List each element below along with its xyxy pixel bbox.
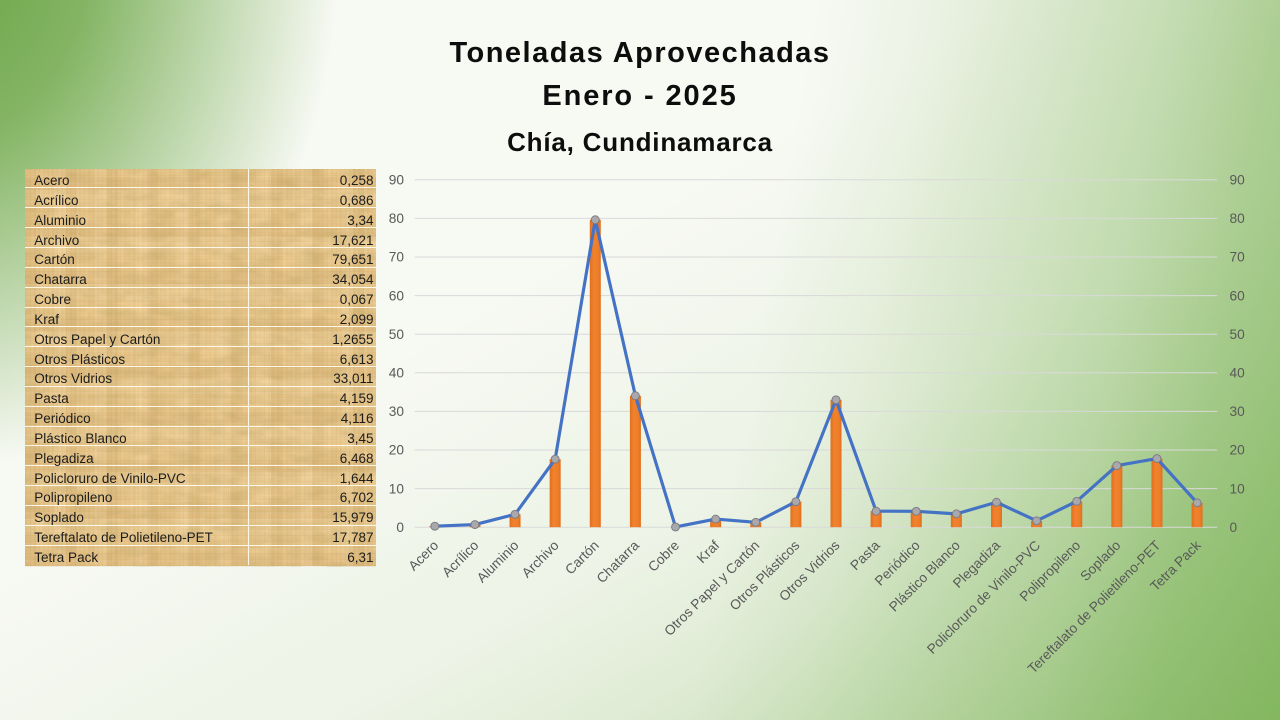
svg-text:Cartón: Cartón — [562, 538, 602, 578]
svg-text:70: 70 — [389, 250, 405, 265]
svg-text:Chatarra: Chatarra — [594, 537, 643, 586]
svg-text:50: 50 — [1230, 327, 1246, 342]
svg-text:30: 30 — [1230, 404, 1246, 419]
svg-text:90: 90 — [389, 173, 405, 188]
svg-text:Plástico Blanco: Plástico Blanco — [886, 537, 963, 614]
svg-text:20: 20 — [1230, 443, 1246, 458]
svg-text:90: 90 — [1230, 173, 1246, 188]
svg-text:10: 10 — [1230, 481, 1246, 496]
svg-text:Archivo: Archivo — [519, 537, 562, 580]
svg-text:50: 50 — [389, 327, 405, 342]
svg-text:Acero: Acero — [406, 537, 442, 573]
svg-text:0: 0 — [1230, 520, 1238, 535]
svg-text:Aluminio: Aluminio — [474, 537, 522, 585]
svg-text:40: 40 — [389, 366, 405, 381]
svg-text:70: 70 — [1230, 250, 1246, 265]
svg-text:20: 20 — [389, 443, 405, 458]
svg-text:Cobre: Cobre — [645, 538, 682, 575]
svg-text:10: 10 — [389, 481, 405, 496]
svg-text:0: 0 — [396, 520, 404, 535]
svg-text:Kraf: Kraf — [694, 538, 722, 566]
svg-text:30: 30 — [389, 404, 405, 419]
svg-text:80: 80 — [1230, 211, 1246, 226]
svg-text:60: 60 — [1230, 288, 1246, 303]
svg-text:40: 40 — [1230, 366, 1246, 381]
svg-text:80: 80 — [389, 211, 405, 226]
svg-text:60: 60 — [389, 288, 405, 303]
svg-text:Pasta: Pasta — [847, 537, 883, 573]
svg-text:Otros Plásticos: Otros Plásticos — [727, 538, 803, 614]
